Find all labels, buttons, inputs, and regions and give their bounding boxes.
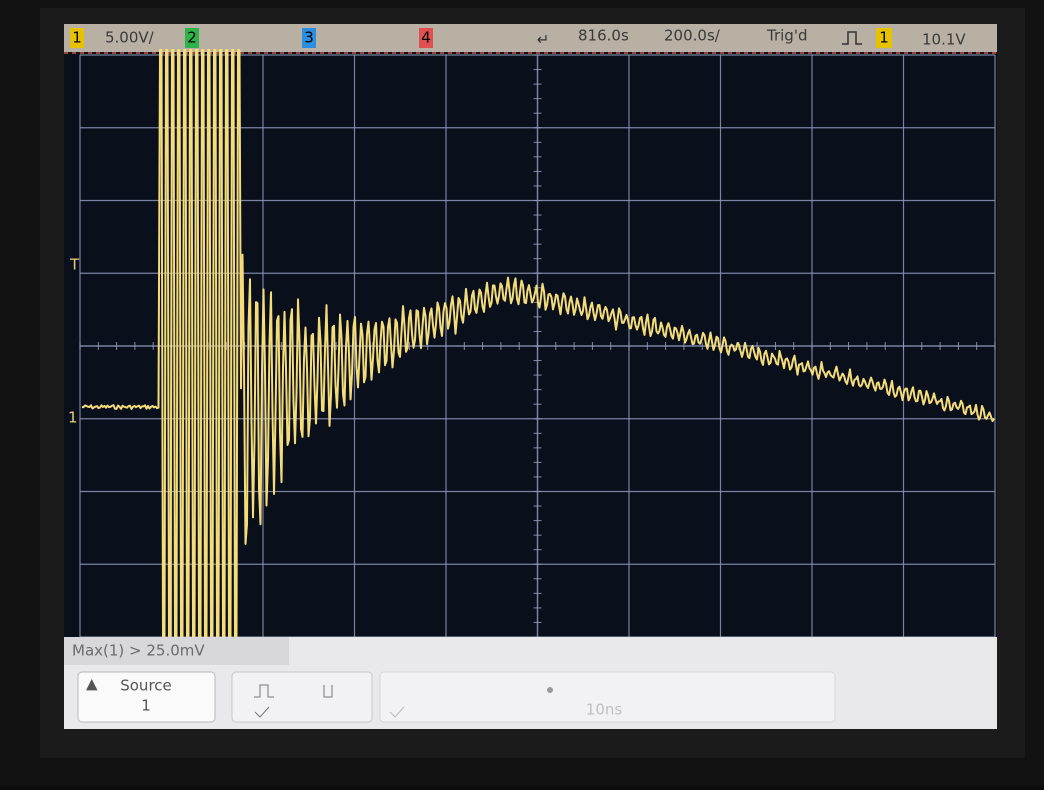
ch2-label: 2	[187, 29, 197, 47]
delay: 816.0s	[578, 27, 629, 45]
time-knob-icon	[547, 687, 553, 693]
source-label: Source	[120, 677, 172, 695]
trigger-level: 10.1V	[922, 31, 966, 49]
ground-marker: 1	[68, 409, 78, 427]
ch1-label: 1	[72, 29, 82, 47]
trigger-level-marker: T	[69, 256, 80, 274]
top-bar	[64, 24, 997, 52]
time-value: 10ns	[586, 701, 623, 719]
trigger-source: 1	[879, 29, 889, 47]
measurement: Max(1) > 25.0mV	[72, 642, 205, 660]
time-scale: 200.0s/	[664, 27, 721, 45]
polarity-softkey[interactable]	[232, 672, 372, 722]
trigger-icon: ↵	[537, 31, 550, 49]
ch1-scale: 5.00V/	[105, 29, 155, 47]
oscilloscope: 1 5.00V/ 2 3 4 ↵ 816.0s 200.0s/ Trig'd 1…	[0, 0, 1044, 786]
source-value: 1	[141, 697, 151, 715]
softkey-arrow: ▲	[86, 675, 98, 693]
ch3-label: 3	[304, 29, 314, 47]
trigger-status: Trig'd	[766, 27, 807, 45]
ch4-label: 4	[421, 29, 431, 47]
